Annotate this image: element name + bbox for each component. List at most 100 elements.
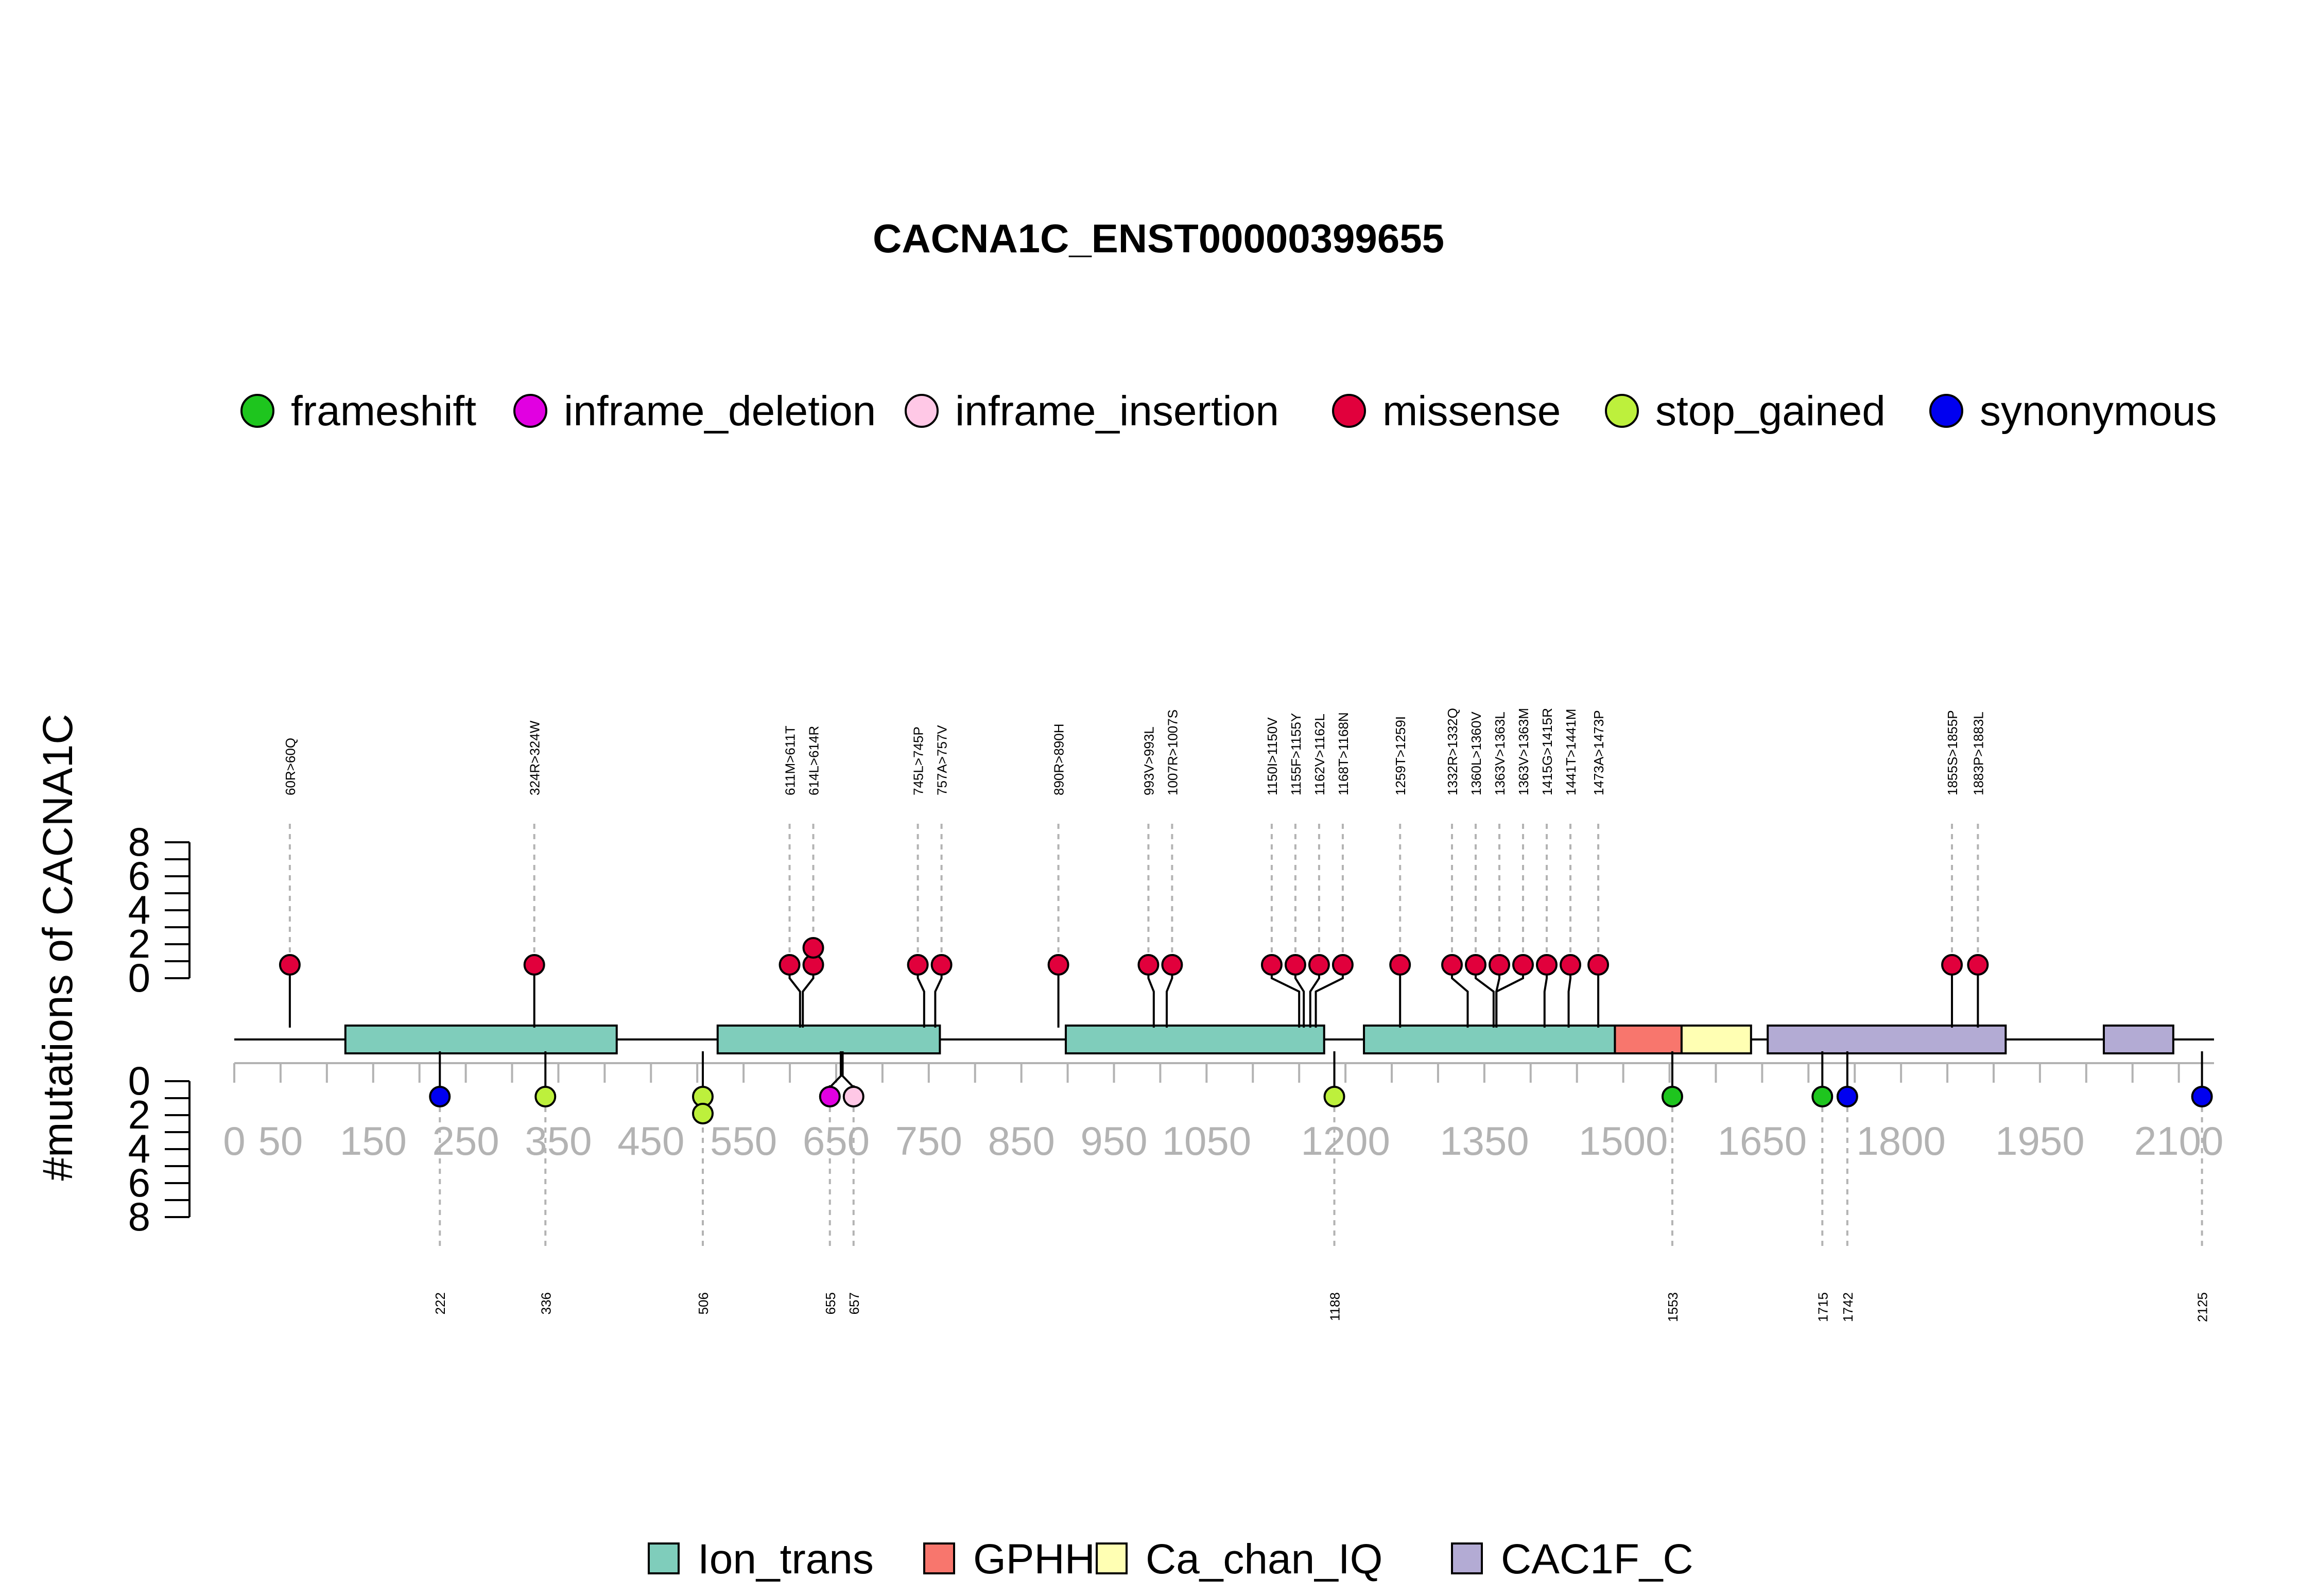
head-top-1150I>1150V xyxy=(1260,954,1283,976)
label-top-1855S>1855P: 1855S>1855P xyxy=(1945,710,1960,795)
head-bottom-657 xyxy=(842,1086,864,1107)
head-top-745L>745P xyxy=(907,954,929,976)
stem-top-1360L>1360V xyxy=(1475,974,1495,1028)
head-bottom-655 xyxy=(819,1086,841,1107)
label-top-1363V>1363L: 1363V>1363L xyxy=(1492,712,1508,795)
x-tick-label: 1050 xyxy=(1162,1118,1252,1164)
head-top-614L>614R xyxy=(802,937,824,959)
head-top-1162V>1162L xyxy=(1308,954,1330,976)
label-bottom-2125: 2125 xyxy=(2195,1292,2210,1322)
domain-legend-label-GPHH: GPHH xyxy=(973,1536,1095,1583)
label-top-1360L>1360V: 1360L>1360V xyxy=(1468,712,1484,795)
x-tick-label: 1200 xyxy=(1301,1118,1390,1164)
top-y-tick-label: 8 xyxy=(128,819,150,864)
domain-legend: Ion_trans GPHH Ca_chan_IQ CAC1F_C xyxy=(648,1536,1693,1583)
x-tick-label: 1350 xyxy=(1440,1118,1529,1164)
label-bottom-1188: 1188 xyxy=(1327,1292,1343,1321)
x-tick-label: 950 xyxy=(1080,1118,1147,1164)
domain-legend-swatch-GPHH xyxy=(923,1542,955,1574)
legend-label-inframe_deletion: inframe_deletion xyxy=(564,388,876,435)
label-top-1259T>1259I: 1259T>1259I xyxy=(1393,716,1408,795)
label-bottom-222: 222 xyxy=(433,1292,448,1314)
x-tick-label: 350 xyxy=(525,1118,592,1164)
label-top-1363V>1363M: 1363V>1363M xyxy=(1516,708,1531,795)
legend-swatch-inframe_deletion xyxy=(513,394,547,428)
head-top-993V>993L xyxy=(1137,954,1160,976)
head-top-1007R>1007S xyxy=(1161,954,1183,976)
x-tick-label: 1650 xyxy=(1718,1118,1807,1164)
legend-swatch-synonymous xyxy=(1929,394,1963,428)
label-top-1155F>1155Y: 1155F>1155Y xyxy=(1288,713,1304,795)
stem-top-1415G>1415R xyxy=(1543,974,1548,1028)
head-top-324R>324W xyxy=(523,954,545,976)
label-bottom-336: 336 xyxy=(538,1292,554,1314)
legend-label-frameshift: frameshift xyxy=(291,388,476,435)
x-tick-label: 850 xyxy=(988,1118,1055,1164)
label-top-60R>60Q: 60R>60Q xyxy=(283,738,298,795)
label-top-1168T>1168N: 1168T>1168N xyxy=(1336,712,1351,795)
head-top-1415G>1415R xyxy=(1536,954,1558,976)
x-tick-label: 1800 xyxy=(1856,1118,1946,1164)
mutation-labels: 60R>60Q 324R>324W 611M>611T 614L>614R 745L>7… xyxy=(283,708,2210,1322)
domain-Ion_trans xyxy=(1363,1025,1616,1054)
label-top-1883P>1883L: 1883P>1883L xyxy=(1970,712,1986,795)
domains xyxy=(344,1025,2174,1054)
x-tick-label: 650 xyxy=(803,1118,870,1164)
domain-Ion_trans xyxy=(716,1025,941,1054)
domain-legend-label-Ion_trans: Ion_trans xyxy=(698,1536,874,1583)
domain-CAC1F_C xyxy=(1767,1025,2007,1054)
domain-Ca_chan_IQ xyxy=(1680,1025,1752,1054)
domain-legend-swatch-CAC1F_C xyxy=(1451,1542,1483,1574)
legend-swatch-inframe_insertion xyxy=(905,394,939,428)
stem-top-1332R>1332Q xyxy=(1451,974,1469,1028)
head-top-1259T>1259I xyxy=(1389,954,1411,976)
label-top-757A>757V: 757A>757V xyxy=(935,725,950,795)
bottom-y-tick-label: 2 xyxy=(128,1092,150,1137)
x-tick-label: 250 xyxy=(433,1118,499,1164)
head-bottom-1553 xyxy=(1661,1086,1683,1107)
guide-lines xyxy=(288,824,2203,1251)
legend-label-inframe_insertion: inframe_insertion xyxy=(955,388,1279,435)
stem-top-993V>993L xyxy=(1147,974,1155,1028)
x-tick-label: 550 xyxy=(710,1118,777,1164)
x-axis: 0 50 150 250 350 450 550 650 750 850 950 1050 1200 13… xyxy=(223,1062,2224,1164)
label-bottom-657: 657 xyxy=(846,1292,862,1314)
legend-label-missense: missense xyxy=(1382,388,1561,435)
legend-label-synonymous: synonymous xyxy=(1980,388,2217,435)
head-bottom-1742 xyxy=(1836,1086,1858,1107)
label-top-890R>890H: 890R>890H xyxy=(1051,724,1067,796)
x-tick-label: 750 xyxy=(895,1118,962,1164)
label-top-745L>745P: 745L>745P xyxy=(911,726,926,795)
label-bottom-655: 655 xyxy=(823,1292,838,1314)
bottom-y-tick-label: 6 xyxy=(128,1160,150,1205)
x-tick-label: 1500 xyxy=(1579,1118,1668,1164)
x-tick-label: 450 xyxy=(617,1118,684,1164)
domain-legend-swatch-Ion_trans xyxy=(648,1542,680,1574)
bottom-y-tick-label: 4 xyxy=(128,1126,150,1171)
head-top-60R>60Q xyxy=(279,954,301,976)
head-top-1855S>1855P xyxy=(1941,954,1963,976)
head-bottom-2125 xyxy=(2191,1086,2213,1107)
top-y-tick-label: 2 xyxy=(128,921,150,966)
domain-legend-label-CAC1F_C: CAC1F_C xyxy=(1501,1536,1693,1583)
head-top-890R>890H xyxy=(1047,954,1069,976)
stem-top-611M>611T xyxy=(788,974,801,1028)
legend-swatch-frameshift xyxy=(240,394,274,428)
stem-top-1441T>1441M xyxy=(1567,974,1572,1028)
label-top-1150I>1150V: 1150I>1150V xyxy=(1265,717,1280,795)
x-tick-label: 2100 xyxy=(2134,1118,2224,1164)
label-bottom-1553: 1553 xyxy=(1665,1292,1681,1322)
stem-top-1162V>1162L xyxy=(1309,974,1320,1028)
stem-top-745L>745P xyxy=(917,974,925,1028)
stem-top-1007R>1007S xyxy=(1165,974,1173,1028)
domain-legend-label-Ca_chan_IQ: Ca_chan_IQ xyxy=(1146,1536,1382,1583)
label-top-1415G>1415R: 1415G>1415R xyxy=(1540,708,1555,795)
mutation-type-legend: frameshift inframe_deletion inframe_insert… xyxy=(240,388,2217,435)
x-tick-label: 1950 xyxy=(1995,1118,2085,1164)
domain-GPHH xyxy=(1614,1025,1683,1054)
head-top-611M>611T xyxy=(779,954,801,976)
top-y-tick-label: 6 xyxy=(128,853,150,898)
stem-top-1155F>1155Y xyxy=(1294,974,1305,1028)
